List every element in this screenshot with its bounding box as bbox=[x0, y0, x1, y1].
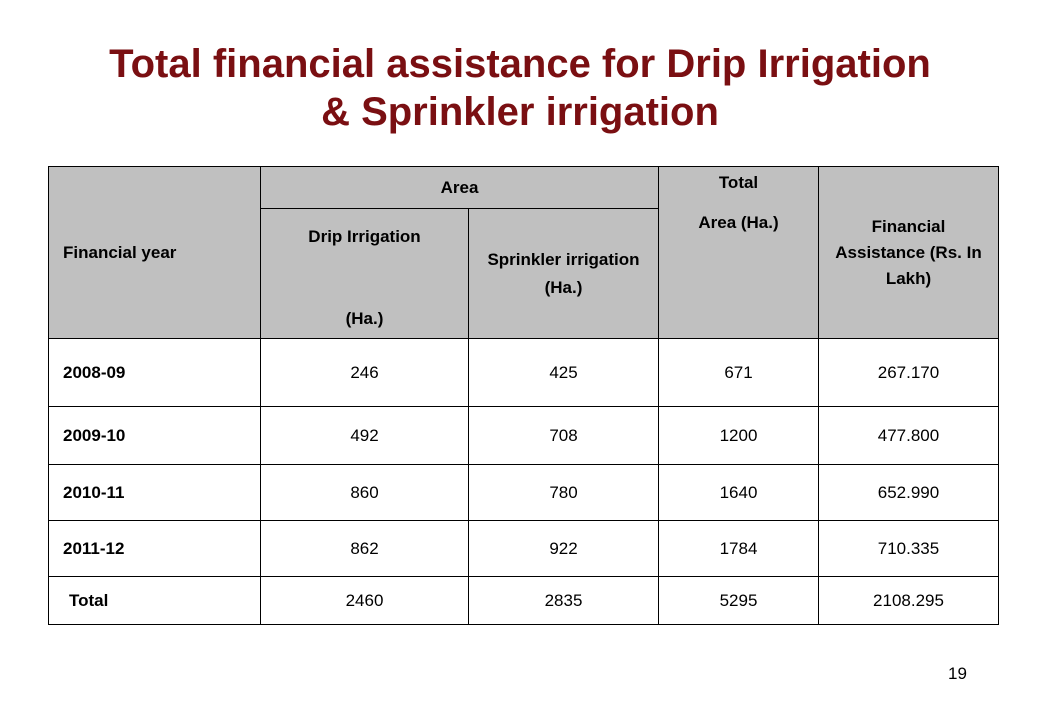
cell-drip: 492 bbox=[260, 406, 469, 465]
cell-drip: 862 bbox=[260, 520, 469, 577]
table-row: 2011-12 862 922 1784 710.335 bbox=[48, 520, 999, 577]
cell-total-label: Total bbox=[48, 576, 261, 625]
cell-total: 1784 bbox=[658, 520, 819, 577]
cell-total-sprinkler: 2835 bbox=[468, 576, 659, 625]
cell-year: 2009-10 bbox=[48, 406, 261, 465]
table-row: 2010-11 860 780 1640 652.990 bbox=[48, 464, 999, 521]
header-financial-year: Financial year bbox=[48, 166, 261, 339]
header-total-area: Total Area (Ha.) bbox=[658, 166, 819, 339]
irrigation-assistance-table: Financial year Area Total Area (Ha.) Fin… bbox=[48, 166, 999, 625]
cell-drip: 860 bbox=[260, 464, 469, 521]
slide-title: Total financial assistance for Drip Irri… bbox=[0, 40, 1040, 136]
cell-total-area: 5295 bbox=[658, 576, 819, 625]
cell-assistance: 477.800 bbox=[818, 406, 999, 465]
table-row: 2008-09 246 425 671 267.170 bbox=[48, 338, 999, 407]
cell-total: 671 bbox=[658, 338, 819, 407]
cell-assistance: 652.990 bbox=[818, 464, 999, 521]
page-number: 19 bbox=[948, 664, 967, 683]
header-total-top: Total bbox=[718, 173, 759, 192]
header-total-bottom: Area (Ha.) bbox=[698, 213, 779, 232]
cell-total: 1200 bbox=[658, 406, 819, 465]
cell-sprinkler: 780 bbox=[468, 464, 659, 521]
cell-year: 2008-09 bbox=[48, 338, 261, 407]
header-drip-line-2: (Ha.) bbox=[345, 308, 384, 328]
table-row: 2009-10 492 708 1200 477.800 bbox=[48, 406, 999, 465]
header-drip-line-1: Drip Irrigation bbox=[308, 226, 421, 246]
cell-year: 2010-11 bbox=[48, 464, 261, 521]
cell-assistance: 267.170 bbox=[818, 338, 999, 407]
cell-sprinkler: 708 bbox=[468, 406, 659, 465]
cell-sprinkler: 922 bbox=[468, 520, 659, 577]
slide-title-line-2: & Sprinkler irrigation bbox=[321, 90, 719, 134]
cell-sprinkler: 425 bbox=[468, 338, 659, 407]
header-sprinkler-irrigation: Sprinkler irrigation (Ha.) bbox=[468, 208, 659, 339]
cell-year: 2011-12 bbox=[48, 520, 261, 577]
table-total-row: Total 2460 2835 5295 2108.295 bbox=[48, 576, 999, 625]
cell-total: 1640 bbox=[658, 464, 819, 521]
cell-total-drip: 2460 bbox=[260, 576, 469, 625]
header-financial-assistance: Financial Assistance (Rs. In Lakh) bbox=[818, 166, 999, 339]
header-drip-irrigation: Drip Irrigation (Ha.) bbox=[260, 208, 469, 339]
header-area: Area bbox=[260, 166, 659, 209]
cell-total-assistance: 2108.295 bbox=[818, 576, 999, 625]
cell-assistance: 710.335 bbox=[818, 520, 999, 577]
slide-title-line-1: Total financial assistance for Drip Irri… bbox=[109, 42, 931, 86]
cell-drip: 246 bbox=[260, 338, 469, 407]
